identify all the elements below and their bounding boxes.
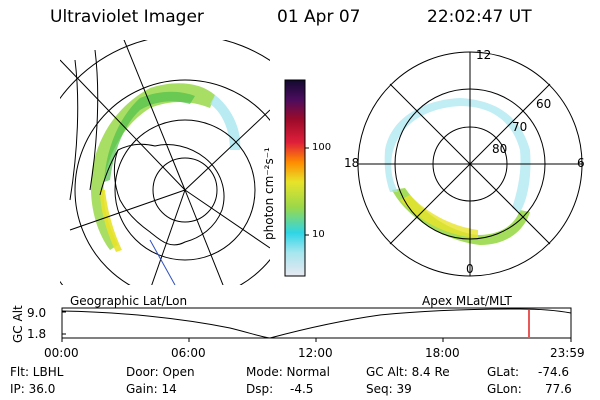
left-map-label: Geographic Lat/Lon <box>70 294 188 308</box>
altitude-ytick-9: 9.0 <box>27 306 47 320</box>
mlt-label-0: 0 <box>466 262 474 276</box>
glat-label: GLat: <box>487 365 520 379</box>
door-readout: Door: Open <box>126 365 195 379</box>
app-title: Ultraviolet Imager <box>50 7 204 27</box>
altitude-xtick-1800: 18:00 <box>425 346 460 360</box>
colorbar-tick-100: 100 <box>312 142 332 153</box>
gc-alt-readout: GC Alt: 8.4 Re <box>366 365 450 379</box>
filter-readout: Flt: LBHL <box>10 365 64 379</box>
glat-value: -74.6 <box>538 365 570 379</box>
glon-label: GLon: <box>487 382 522 396</box>
mlt-label-18: 18 <box>344 156 360 170</box>
altitude-xtick-1200: 12:00 <box>298 346 333 360</box>
altitude-ytick-1-8: 1.8 <box>27 327 47 341</box>
mlat-label-70: 70 <box>512 120 528 134</box>
dsp-value: -4.5 <box>290 382 314 396</box>
dsp-label: Dsp: <box>246 382 274 396</box>
mlt-label-12: 12 <box>476 48 492 62</box>
mlt-label-6: 6 <box>577 156 585 170</box>
altitude-curve <box>61 308 572 339</box>
altitude-ylabel: GC Alt <box>11 305 25 343</box>
gain-readout: Gain: 14 <box>126 382 177 396</box>
altitude-xtick-0600: 06:00 <box>171 346 206 360</box>
mlat-label-80: 80 <box>492 142 508 156</box>
right-map-label: Apex MLat/MLT <box>422 294 512 308</box>
colorbar-tick-10: 10 <box>312 229 325 240</box>
time-label: 22:02:47 UT <box>427 7 532 27</box>
mode-readout: Mode: Normal <box>246 365 330 379</box>
altitude-xtick-2359: 23:59 <box>550 346 585 360</box>
seq-readout: Seq: 39 <box>366 382 412 396</box>
mlat-label-60: 60 <box>536 97 552 111</box>
date-label: 01 Apr 07 <box>277 7 361 27</box>
continent-outline <box>113 143 225 246</box>
altitude-xtick-0000: 00:00 <box>44 346 79 360</box>
geographic-grid <box>60 40 270 285</box>
ip-readout: IP: 36.0 <box>10 382 56 396</box>
glon-value: 77.6 <box>545 382 572 396</box>
